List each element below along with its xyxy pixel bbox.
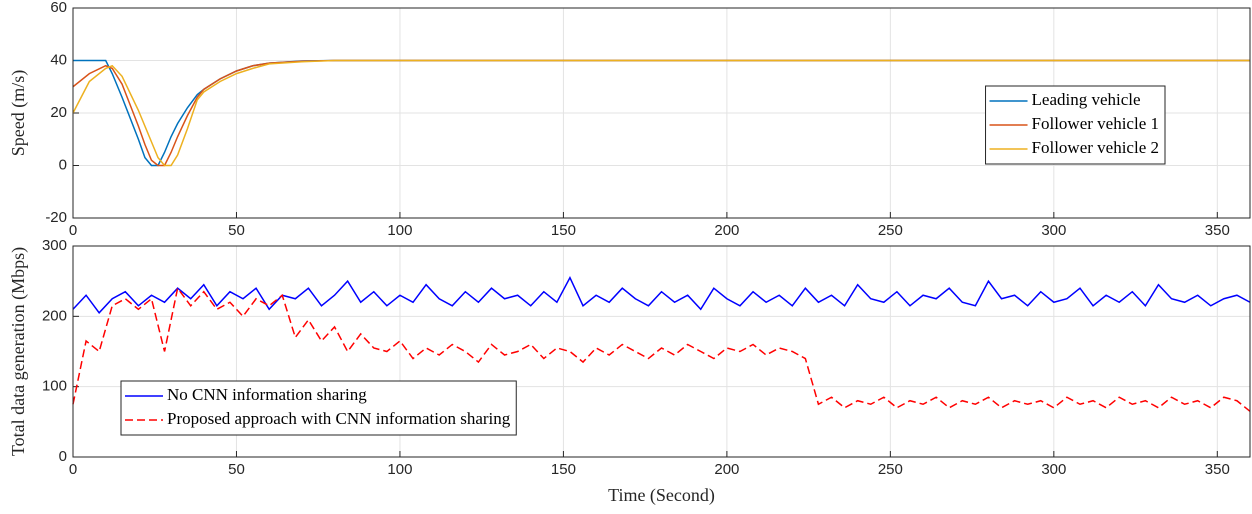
x-tick-label: 100: [387, 222, 412, 239]
y-axis-label: Speed (m/s): [8, 70, 29, 156]
x-tick-label: 250: [878, 222, 903, 239]
y-tick-label: 200: [42, 307, 67, 324]
x-tick-label: 200: [714, 222, 739, 239]
series-line: [72, 275, 1251, 314]
x-tick-label: 150: [551, 461, 576, 478]
y-tick-label: -20: [45, 209, 67, 226]
legend-label: Leading vehicle: [1032, 90, 1141, 109]
y-tick-label: 0: [59, 156, 67, 173]
x-tick-label: 0: [69, 461, 77, 478]
y-tick-label: 100: [42, 378, 67, 395]
series-line: [72, 286, 1251, 412]
x-tick-label: 250: [878, 461, 903, 478]
y-tick-label: 20: [50, 104, 67, 121]
x-tick-label: 300: [1041, 461, 1066, 478]
x-tick-label: 150: [551, 222, 576, 239]
x-tick-label: 50: [228, 222, 245, 239]
legend-label: Proposed approach with CNN information s…: [167, 409, 511, 428]
x-tick-label: 350: [1205, 222, 1230, 239]
series-line: [72, 59, 1250, 167]
y-tick-label: 40: [50, 51, 67, 68]
legend: No CNN information sharing Proposed appro…: [120, 380, 517, 436]
y-tick-label: 0: [59, 448, 67, 465]
y-tick-label: 300: [42, 237, 67, 254]
legend-label: Follower vehicle 2: [1032, 138, 1159, 157]
x-tick-label: 200: [714, 461, 739, 478]
legend-label: No CNN information sharing: [167, 385, 367, 404]
y-tick-label: 60: [50, 0, 67, 16]
axes-box: [72, 245, 1251, 458]
x-tick-label: 300: [1041, 222, 1066, 239]
legend-box: [120, 380, 517, 436]
axes-box: [72, 7, 1251, 219]
x-tick-label: 50: [228, 461, 245, 478]
x-tick-label: 350: [1205, 461, 1230, 478]
x-axis-label: Time (Second): [608, 485, 715, 506]
x-tick-label: 0: [69, 222, 77, 239]
legend-label: Follower vehicle 1: [1032, 114, 1159, 133]
x-tick-label: 100: [387, 461, 412, 478]
legend: Leading vehicle Follower vehicle 1 Followe…: [985, 85, 1166, 165]
y-axis-label: Total data generation (Mbps): [8, 247, 29, 456]
